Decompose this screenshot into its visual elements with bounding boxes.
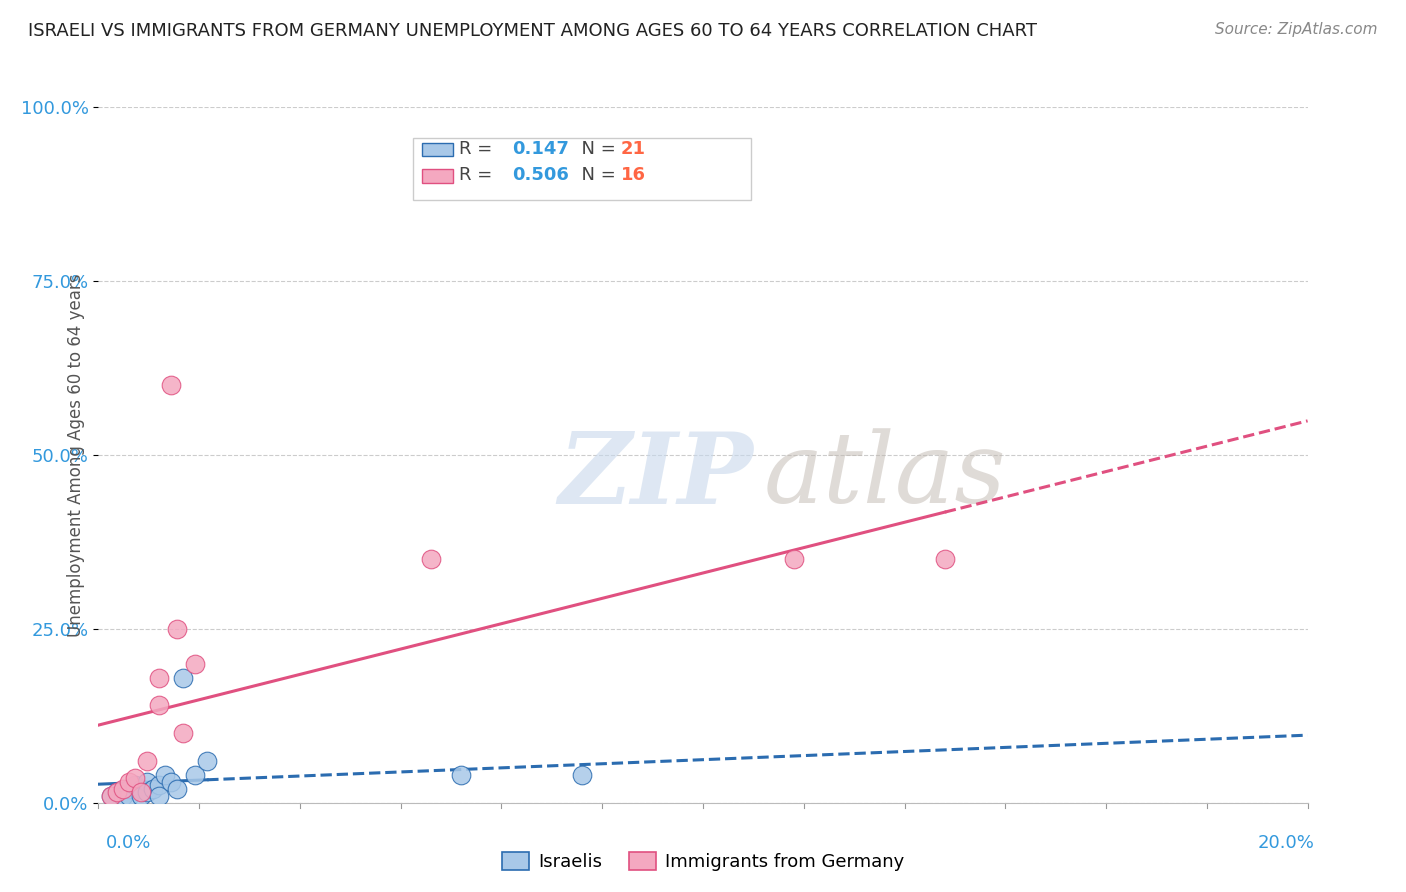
- Point: [135, 785, 157, 799]
- Point: [450, 768, 472, 782]
- Point: [129, 781, 152, 796]
- Point: [118, 775, 141, 789]
- Point: [166, 781, 188, 796]
- Text: R =: R =: [458, 166, 498, 185]
- FancyBboxPatch shape: [422, 143, 453, 156]
- Text: ISRAELI VS IMMIGRANTS FROM GERMANY UNEMPLOYMENT AMONG AGES 60 TO 64 YEARS CORREL: ISRAELI VS IMMIGRANTS FROM GERMANY UNEMP…: [28, 22, 1038, 40]
- Point: [148, 671, 170, 685]
- Point: [105, 785, 128, 799]
- Text: Source: ZipAtlas.com: Source: ZipAtlas.com: [1215, 22, 1378, 37]
- Point: [934, 552, 956, 566]
- Text: 0.0%: 0.0%: [105, 834, 150, 852]
- Point: [111, 781, 134, 796]
- Point: [124, 778, 146, 792]
- FancyBboxPatch shape: [422, 169, 453, 183]
- Point: [148, 789, 170, 803]
- Text: 21: 21: [621, 140, 645, 159]
- Point: [148, 698, 170, 713]
- Text: atlas: atlas: [763, 428, 1007, 524]
- Point: [571, 768, 593, 782]
- Text: N =: N =: [569, 140, 621, 159]
- Point: [148, 778, 170, 792]
- Point: [124, 772, 146, 786]
- Point: [184, 657, 207, 671]
- Point: [118, 781, 141, 796]
- Point: [783, 552, 806, 566]
- Y-axis label: Unemployment Among Ages 60 to 64 years: Unemployment Among Ages 60 to 64 years: [66, 273, 84, 637]
- Point: [129, 785, 152, 799]
- Point: [142, 781, 165, 796]
- Point: [135, 775, 157, 789]
- Text: N =: N =: [569, 166, 621, 185]
- Point: [111, 789, 134, 803]
- Point: [135, 754, 157, 768]
- Text: 0.506: 0.506: [512, 166, 569, 185]
- Point: [153, 768, 176, 782]
- Text: 20.0%: 20.0%: [1258, 834, 1315, 852]
- Text: R =: R =: [458, 140, 498, 159]
- Point: [100, 789, 122, 803]
- Point: [160, 378, 183, 392]
- Point: [118, 789, 141, 803]
- Point: [172, 726, 194, 740]
- Point: [100, 789, 122, 803]
- Legend: Israelis, Immigrants from Germany: Israelis, Immigrants from Germany: [495, 845, 911, 879]
- Point: [195, 754, 218, 768]
- Point: [172, 671, 194, 685]
- Point: [160, 775, 183, 789]
- Text: ZIP: ZIP: [558, 427, 752, 524]
- Point: [184, 768, 207, 782]
- Point: [105, 785, 128, 799]
- Text: 16: 16: [621, 166, 645, 185]
- Point: [420, 552, 443, 566]
- Point: [166, 622, 188, 636]
- Point: [129, 789, 152, 803]
- Text: 0.147: 0.147: [512, 140, 569, 159]
- FancyBboxPatch shape: [413, 138, 751, 200]
